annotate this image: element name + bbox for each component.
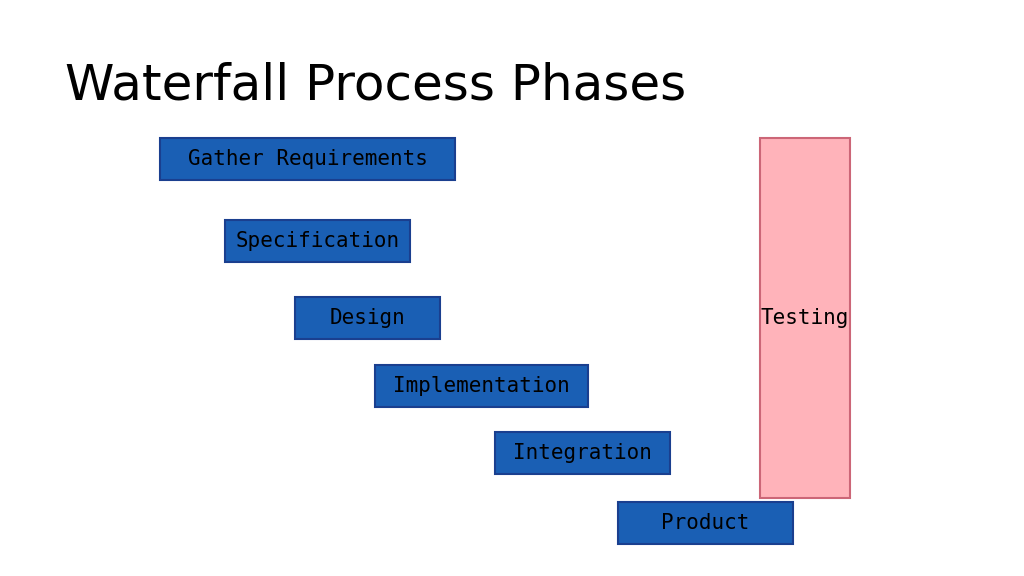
FancyBboxPatch shape	[495, 432, 670, 474]
Text: Gather Requirements: Gather Requirements	[187, 149, 427, 169]
Text: Design: Design	[330, 308, 406, 328]
FancyBboxPatch shape	[225, 220, 410, 262]
Text: Integration: Integration	[513, 443, 652, 463]
Text: Specification: Specification	[236, 231, 399, 251]
Text: Waterfall Process Phases: Waterfall Process Phases	[65, 62, 686, 110]
Text: Implementation: Implementation	[393, 376, 570, 396]
Text: Product: Product	[662, 513, 750, 533]
Text: Testing: Testing	[761, 308, 849, 328]
FancyBboxPatch shape	[618, 502, 793, 544]
FancyBboxPatch shape	[295, 297, 440, 339]
FancyBboxPatch shape	[160, 138, 455, 180]
FancyBboxPatch shape	[375, 365, 588, 407]
FancyBboxPatch shape	[760, 138, 850, 498]
